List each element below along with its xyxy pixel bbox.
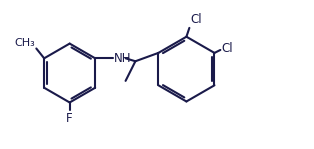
Text: Cl: Cl [221, 42, 233, 55]
Text: NH: NH [114, 52, 131, 65]
Text: CH₃: CH₃ [14, 38, 35, 48]
Text: Cl: Cl [190, 13, 202, 26]
Text: F: F [66, 112, 73, 125]
